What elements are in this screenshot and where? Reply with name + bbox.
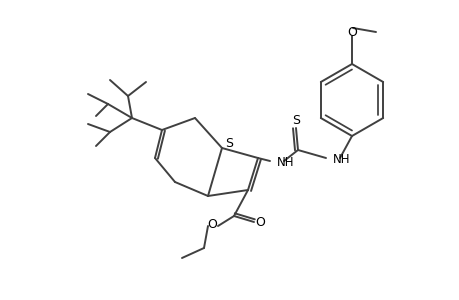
Text: S: S <box>224 136 233 149</box>
Text: O: O <box>207 218 217 230</box>
Text: NH: NH <box>276 155 294 169</box>
Text: NH: NH <box>332 152 350 166</box>
Text: S: S <box>291 113 299 127</box>
Text: O: O <box>254 215 264 229</box>
Text: O: O <box>346 26 356 38</box>
